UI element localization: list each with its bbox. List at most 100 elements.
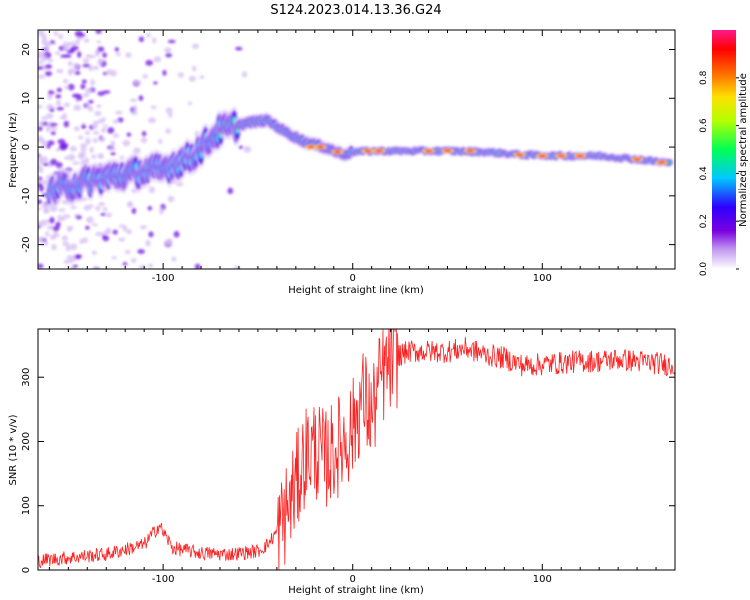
spectrogram-hotspot	[424, 149, 433, 153]
spectrogram-cell	[167, 195, 175, 203]
spectrogram-hotspot	[633, 157, 642, 161]
spectrogram-cell	[122, 139, 131, 147]
spectrogram-cell	[114, 47, 120, 53]
spectrogram-cell	[177, 72, 185, 78]
spectrogram-ytick-label: 20	[21, 43, 32, 56]
colorbar-tick-label: 0.2	[699, 214, 709, 228]
spectrogram-cell	[108, 147, 116, 151]
spectrogram-cell	[40, 156, 49, 163]
spectrogram-cell	[39, 237, 44, 243]
spectrogram-cell	[110, 152, 116, 156]
spectrogram-cell	[82, 93, 90, 98]
spectrogram-cell	[49, 234, 57, 241]
spectrogram-cell	[133, 105, 138, 112]
spectrogram-cell	[62, 46, 70, 52]
spectrogram-cell	[55, 147, 61, 152]
snr-axes: -100 0 100 0 100 200 300	[21, 329, 676, 585]
spectrogram-ytick-label: 10	[21, 92, 32, 105]
spectrogram-cell	[103, 124, 109, 128]
spectrogram-cell	[162, 69, 167, 76]
spectrogram-cell	[133, 80, 142, 85]
spectrogram-cell	[91, 223, 98, 227]
spectrogram-cell	[82, 63, 91, 68]
spectrogram-cell	[88, 99, 94, 104]
spectrogram-cell	[85, 54, 92, 58]
spectrogram-cell	[107, 127, 115, 134]
colorbar-label: Normalized spectral amplitude	[738, 73, 749, 227]
spectrogram-cell	[112, 229, 118, 235]
spectrogram-cell	[56, 106, 64, 111]
snr-xlabel: Height of straight line (km)	[288, 585, 424, 596]
spectrogram-cell	[72, 161, 80, 165]
spectrogram-cell	[142, 74, 149, 79]
colorbar	[712, 30, 736, 269]
spectrogram-cell	[118, 237, 126, 242]
spectrogram-cell	[115, 110, 123, 115]
spectrogram-cell	[38, 135, 44, 143]
spectrogram-cell	[187, 101, 193, 106]
spectrogram-cell	[73, 264, 78, 268]
spectrogram-cell	[38, 207, 42, 211]
spectrogram-cell	[171, 256, 177, 262]
spectrogram-cell	[63, 259, 70, 264]
spectrogram-cell	[38, 65, 44, 70]
spectrogram-cell	[67, 154, 76, 161]
spectrogram-cell	[192, 43, 200, 49]
spectrogram-cell	[63, 78, 69, 84]
spectrogram-cell	[96, 40, 101, 44]
spectrogram-cell	[55, 161, 63, 169]
spectrogram-cell	[74, 71, 81, 75]
spectrogram-cell	[130, 258, 137, 263]
snr-ylabel: SNR (10 * v/v)	[8, 414, 19, 485]
spectrogram-hotspot	[515, 153, 524, 157]
spectrogram-cell	[238, 145, 244, 149]
spectrogram-cell	[76, 94, 83, 101]
spectrogram-cell	[126, 228, 132, 235]
spectrogram-cell	[102, 207, 108, 212]
spectrogram-cell	[86, 216, 94, 224]
spectrogram-cell	[62, 214, 71, 219]
spectrogram-cell	[89, 146, 94, 153]
spectrogram-cell	[38, 155, 43, 162]
spectrogram-cell	[141, 130, 147, 137]
spectrogram-cell	[93, 265, 99, 269]
spectrogram-cell	[41, 116, 48, 120]
spectrogram-cell	[58, 208, 66, 212]
spectrogram-cell	[38, 126, 43, 132]
spectrogram-cell	[38, 199, 43, 205]
spectrogram-cell	[122, 262, 128, 266]
spectrogram-cell	[97, 58, 103, 65]
spectrogram-hotspot	[363, 149, 372, 153]
colorbar-tick-label: 0.6	[699, 118, 709, 133]
spectrogram-cell	[47, 94, 53, 100]
spectrogram-cell	[164, 47, 172, 53]
spectrogram-cell	[125, 52, 132, 58]
spectrogram-xtick-label: 0	[350, 273, 356, 284]
spectrogram-cell	[92, 124, 99, 130]
spectrogram-cell	[40, 55, 48, 62]
spectrogram-cell	[50, 126, 58, 131]
spectrogram-cell	[227, 187, 234, 195]
spectrogram-cell	[75, 39, 80, 45]
spectrogram-cell	[41, 219, 47, 227]
spectrogram-cell	[63, 102, 70, 108]
spectrogram-cell	[51, 243, 57, 251]
spectrogram-hotspot	[576, 154, 585, 158]
spectrogram-hotspot	[375, 149, 384, 153]
spectrogram-cell	[110, 140, 116, 147]
spectrogram-hotspot	[466, 149, 475, 153]
spectrogram-cell	[131, 207, 137, 215]
spectrogram-cell	[75, 215, 83, 220]
snr-ytick-label: 0	[21, 567, 32, 573]
spectrogram-cell	[62, 41, 71, 48]
spectrogram-cell	[46, 143, 51, 149]
spectrogram-cell	[148, 186, 156, 194]
snr-ytick-label: 200	[21, 432, 32, 451]
spectrogram-cell	[77, 51, 82, 58]
spectrogram-ytick-label: -20	[21, 236, 32, 252]
spectrogram-cell	[95, 231, 103, 237]
spectrogram-cell	[130, 110, 138, 116]
snr-frame	[37, 328, 676, 571]
spectrogram-cell	[111, 256, 117, 260]
